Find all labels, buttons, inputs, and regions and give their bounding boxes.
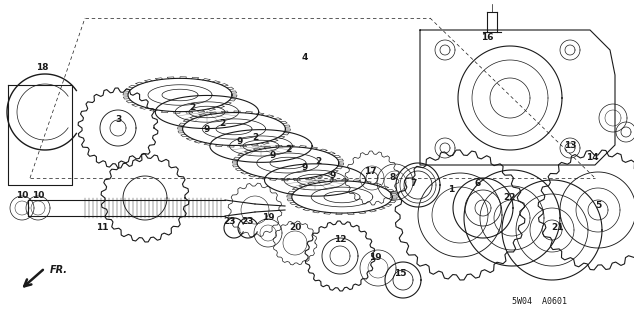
Text: 6: 6 xyxy=(475,180,481,188)
Text: 15: 15 xyxy=(394,269,406,278)
Text: 3: 3 xyxy=(115,116,121,124)
Text: 16: 16 xyxy=(481,34,493,43)
Text: 10: 10 xyxy=(32,191,44,201)
Text: 23: 23 xyxy=(224,218,236,227)
Text: 9: 9 xyxy=(204,125,210,134)
Text: 2: 2 xyxy=(219,118,225,127)
Text: 4: 4 xyxy=(302,53,308,62)
Text: 21: 21 xyxy=(551,223,563,233)
Text: 19: 19 xyxy=(369,253,381,262)
Text: 7: 7 xyxy=(411,179,417,188)
Text: 18: 18 xyxy=(36,63,48,73)
Text: 9: 9 xyxy=(270,150,276,159)
Text: FR.: FR. xyxy=(50,265,68,275)
Text: 10: 10 xyxy=(16,191,28,201)
Text: 13: 13 xyxy=(564,140,576,149)
Text: 22: 22 xyxy=(504,194,516,203)
Text: 9: 9 xyxy=(237,138,243,147)
Text: 9: 9 xyxy=(302,164,308,172)
Text: 20: 20 xyxy=(289,223,301,233)
Text: 23: 23 xyxy=(242,218,254,227)
Text: 2: 2 xyxy=(285,146,291,155)
Text: 17: 17 xyxy=(364,167,377,177)
Text: 8: 8 xyxy=(390,172,396,181)
Text: 5: 5 xyxy=(595,201,601,210)
Text: 2: 2 xyxy=(189,103,195,113)
Text: 9: 9 xyxy=(330,171,336,180)
Text: 2: 2 xyxy=(252,132,258,141)
Text: 11: 11 xyxy=(96,223,108,233)
Text: 19: 19 xyxy=(262,213,275,222)
Text: 14: 14 xyxy=(586,154,598,163)
Text: 5W04  A0601: 5W04 A0601 xyxy=(512,298,567,307)
Text: 1: 1 xyxy=(448,186,454,195)
Text: 2: 2 xyxy=(315,157,321,166)
Text: 12: 12 xyxy=(333,236,346,244)
